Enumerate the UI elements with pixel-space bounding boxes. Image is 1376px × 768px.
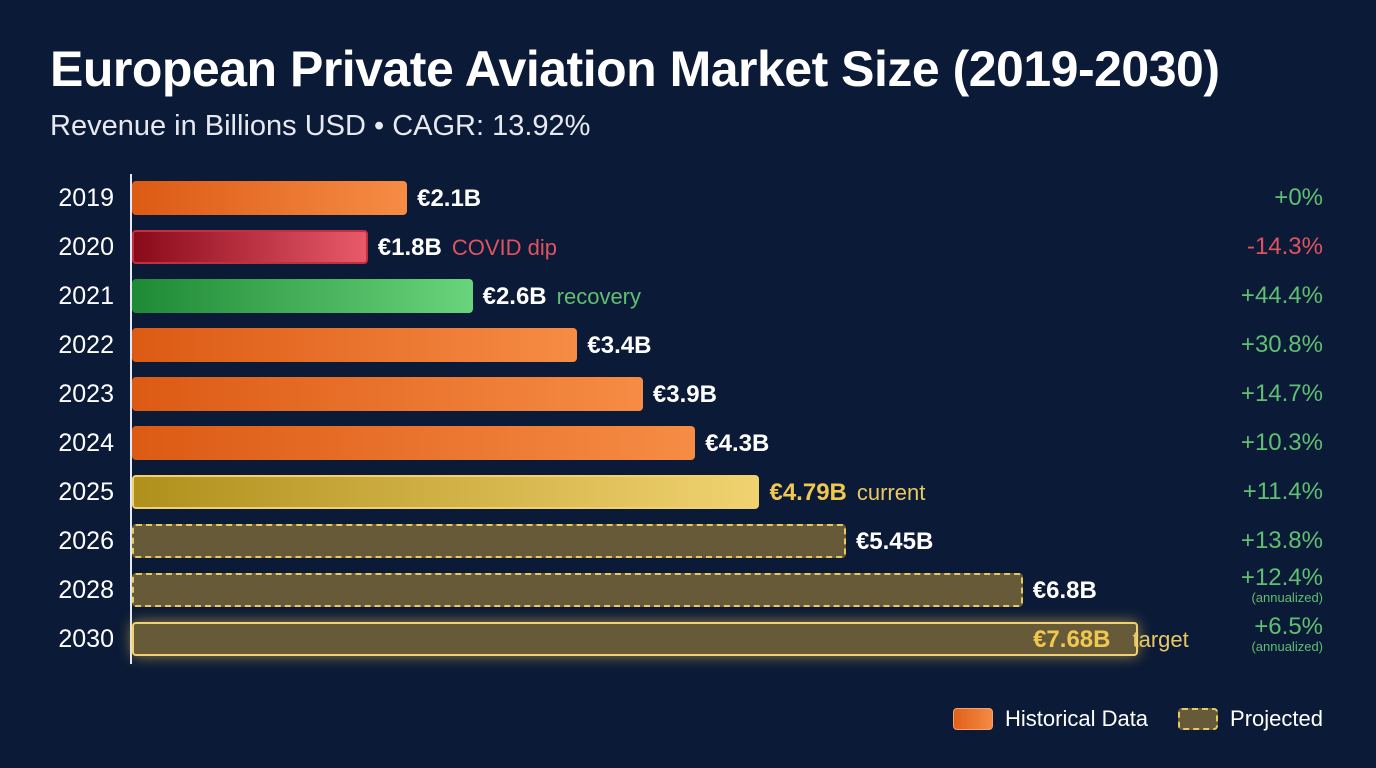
bar-row: 2021 €2.6B recovery +44.4% <box>0 272 1376 321</box>
bar-row: 2024 €4.3B +10.3% <box>0 419 1376 468</box>
value-text: €4.3B <box>705 430 770 457</box>
bar-2021 <box>132 279 473 313</box>
growth-label: +0% <box>1274 184 1323 211</box>
year-label: 2019 <box>58 184 114 212</box>
value-text: €1.8B <box>377 234 442 261</box>
growth-label: +30.8% <box>1240 331 1323 358</box>
value-label: €2.6B recovery <box>483 283 641 311</box>
growth-label: -14.3% <box>1246 233 1323 260</box>
bar-2020 <box>132 230 368 264</box>
bar-2026 <box>132 524 846 558</box>
year-label: 2026 <box>58 527 114 555</box>
value-text: €6.8B <box>1032 577 1097 604</box>
bar-2030 <box>132 622 1139 656</box>
growth-label: +13.8% <box>1240 527 1323 554</box>
bar-row: 2020 €1.8B COVID dip -14.3% <box>0 223 1376 272</box>
year-label: 2024 <box>58 429 114 457</box>
chart-title: European Private Aviation Market Size (2… <box>50 41 1220 97</box>
growth-label: +6.5% <box>1254 613 1323 640</box>
year-label: 2028 <box>58 576 114 604</box>
growth-note: (annualized) <box>1251 590 1323 605</box>
growth-label: +11.4% <box>1242 478 1323 505</box>
value-text: €3.9B <box>652 381 717 408</box>
value-label: €7.68B target <box>1033 626 1189 654</box>
value-text: €2.1B <box>417 185 482 212</box>
bar-2019 <box>132 181 408 215</box>
year-label: 2023 <box>58 380 114 408</box>
legend-swatch-projected <box>1178 708 1219 730</box>
year-label: 2030 <box>58 625 114 653</box>
bar-row: 2026 €5.45B +13.8% <box>0 517 1376 566</box>
growth-label: +44.4% <box>1240 282 1323 309</box>
bar-2023 <box>132 377 643 411</box>
value-text: €4.79B <box>769 479 847 506</box>
value-label: €5.45B <box>856 528 933 556</box>
bar-2025 <box>132 475 760 509</box>
bar-annotation: recovery <box>556 284 641 309</box>
growth-label: +14.7% <box>1240 380 1323 407</box>
value-label: €3.9B <box>653 381 717 409</box>
value-label: €6.8B <box>1033 577 1097 605</box>
value-label: €4.79B current <box>769 479 925 507</box>
bar-annotation: current <box>856 480 926 505</box>
value-label: €3.4B <box>587 332 651 360</box>
legend: Historical Data Projected <box>953 706 1323 732</box>
value-text: €2.6B <box>482 283 547 310</box>
value-label: €2.1B <box>417 185 481 213</box>
bar-annotation: COVID dip <box>451 235 557 260</box>
year-label: 2020 <box>58 233 114 261</box>
bar-2022 <box>132 328 578 362</box>
year-label: 2025 <box>58 478 114 506</box>
growth-label: +12.4% <box>1240 564 1323 591</box>
year-label: 2021 <box>58 282 114 310</box>
legend-swatch-historical <box>953 708 993 730</box>
bar-row: 2022 €3.4B +30.8% <box>0 321 1376 370</box>
legend-label-historical: Historical Data <box>1005 706 1149 731</box>
y-axis-line <box>130 174 132 664</box>
legend-label-projected: Projected <box>1230 706 1323 731</box>
bar-2028 <box>132 573 1023 607</box>
chart-subtitle: Revenue in Billions USD • CAGR: 13.92% <box>50 110 591 142</box>
bar-2024 <box>132 426 696 460</box>
value-text: €3.4B <box>587 332 652 359</box>
bar-row: 2028 €6.8B +12.4% (annualized) <box>0 564 1376 615</box>
value-label: €1.8B COVID dip <box>378 234 557 262</box>
year-label: 2022 <box>58 331 114 359</box>
bar-row: 2019 €2.1B +0% <box>0 174 1376 223</box>
bar-row: 2023 €3.9B +14.7% <box>0 370 1376 419</box>
value-text: €7.68B <box>1033 626 1111 653</box>
bar-row: 2025 €4.79B current +11.4% <box>0 468 1376 517</box>
bar-annotation: target <box>1132 627 1189 652</box>
bar-row: 2030 €7.68B target +6.5% (annualized) <box>0 613 1376 664</box>
value-text: €5.45B <box>855 528 934 555</box>
growth-label: +10.3% <box>1240 429 1323 456</box>
value-label: €4.3B <box>705 430 769 458</box>
growth-note: (annualized) <box>1251 639 1323 654</box>
